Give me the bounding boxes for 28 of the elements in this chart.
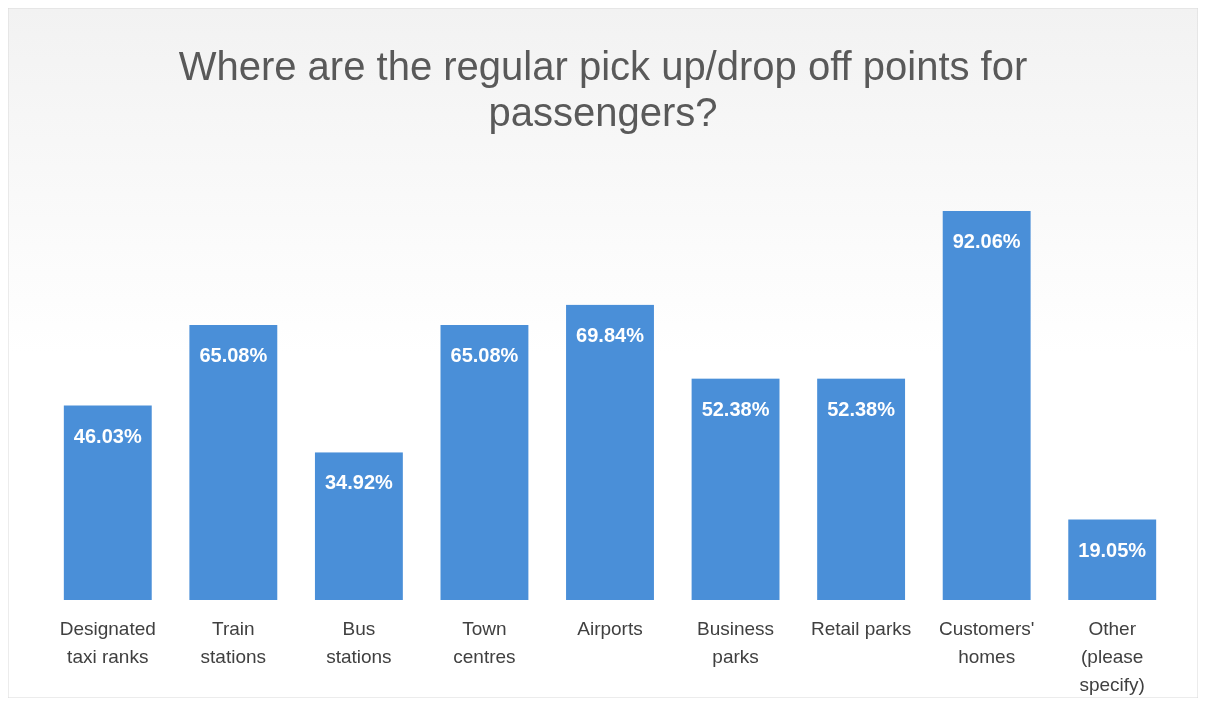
x-tick-label: Customers' homes	[938, 618, 1035, 667]
data-label: 46.03%	[73, 424, 142, 447]
bar	[189, 325, 278, 600]
bar	[942, 211, 1031, 600]
bar	[440, 325, 529, 600]
data-label: 34.92%	[324, 471, 394, 494]
bar	[566, 304, 654, 600]
bar	[1068, 519, 1157, 600]
data-label: 65.08%	[199, 344, 268, 366]
x-tick-label: Airports	[577, 618, 643, 639]
bar	[63, 405, 152, 600]
bar	[817, 378, 906, 600]
x-tick-label: Designated taxi ranks	[59, 618, 156, 667]
data-label: 65.08%	[450, 344, 519, 366]
x-tick-label: Bus stations	[326, 618, 392, 667]
data-label: 52.38%	[701, 397, 770, 420]
bar	[691, 378, 780, 600]
data-label: 92.06%	[952, 230, 1021, 252]
x-tick-label: Business parks	[697, 618, 775, 667]
data-label: 69.84%	[576, 323, 645, 346]
data-label: 19.05%	[1078, 538, 1147, 561]
x-tick-label: Town centres	[453, 618, 516, 667]
chart-title: Where are the regular pick up/drop off points for passengers?	[178, 44, 1028, 134]
x-tick-label: Retail parks	[810, 618, 912, 639]
data-label: 52.38%	[827, 397, 896, 420]
bar	[314, 452, 403, 600]
x-tick-label: Other (please specify)	[1079, 618, 1145, 695]
x-tick-label: Train stations	[200, 618, 267, 667]
